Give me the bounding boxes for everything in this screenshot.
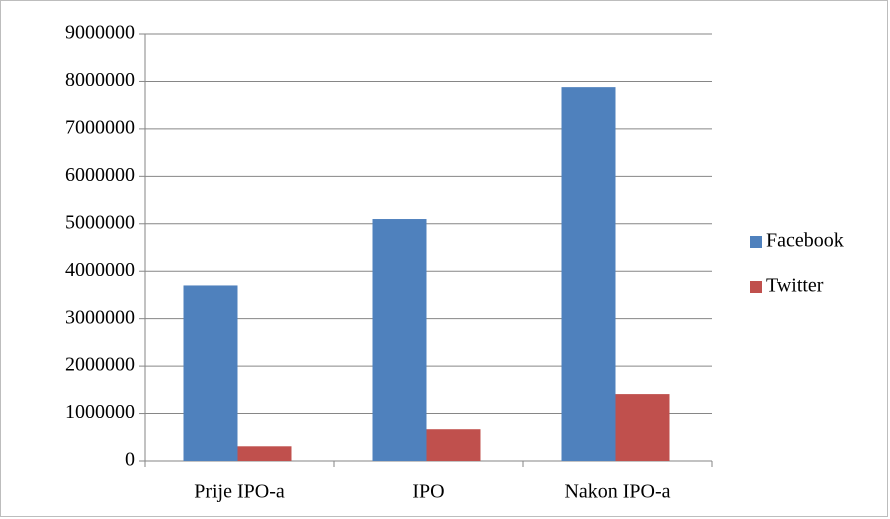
y-tick-label: 8000000 (65, 69, 135, 91)
x-tick-label: IPO (412, 481, 444, 503)
y-tick-label: 2000000 (65, 354, 135, 376)
bar (183, 285, 238, 461)
legend-swatch (750, 281, 762, 293)
bar (615, 394, 670, 461)
legend-label: Facebook (766, 230, 844, 252)
bar (426, 429, 481, 461)
bar (237, 446, 292, 461)
y-tick-label: 5000000 (65, 211, 135, 233)
y-tick-label: 3000000 (65, 306, 135, 328)
legend-swatch (750, 236, 762, 248)
y-tick-label: 9000000 (65, 22, 135, 44)
y-tick-label: 1000000 (65, 401, 135, 423)
y-tick-label: 7000000 (65, 116, 135, 138)
bar (372, 219, 427, 461)
y-tick-label: 6000000 (65, 164, 135, 186)
y-tick-label: 0 (125, 449, 135, 471)
bar (561, 87, 616, 461)
y-tick-label: 4000000 (65, 259, 135, 281)
x-tick-label: Nakon IPO-a (564, 481, 670, 503)
x-tick-label: Prije IPO-a (194, 481, 285, 503)
legend-label: Twitter (766, 275, 824, 297)
